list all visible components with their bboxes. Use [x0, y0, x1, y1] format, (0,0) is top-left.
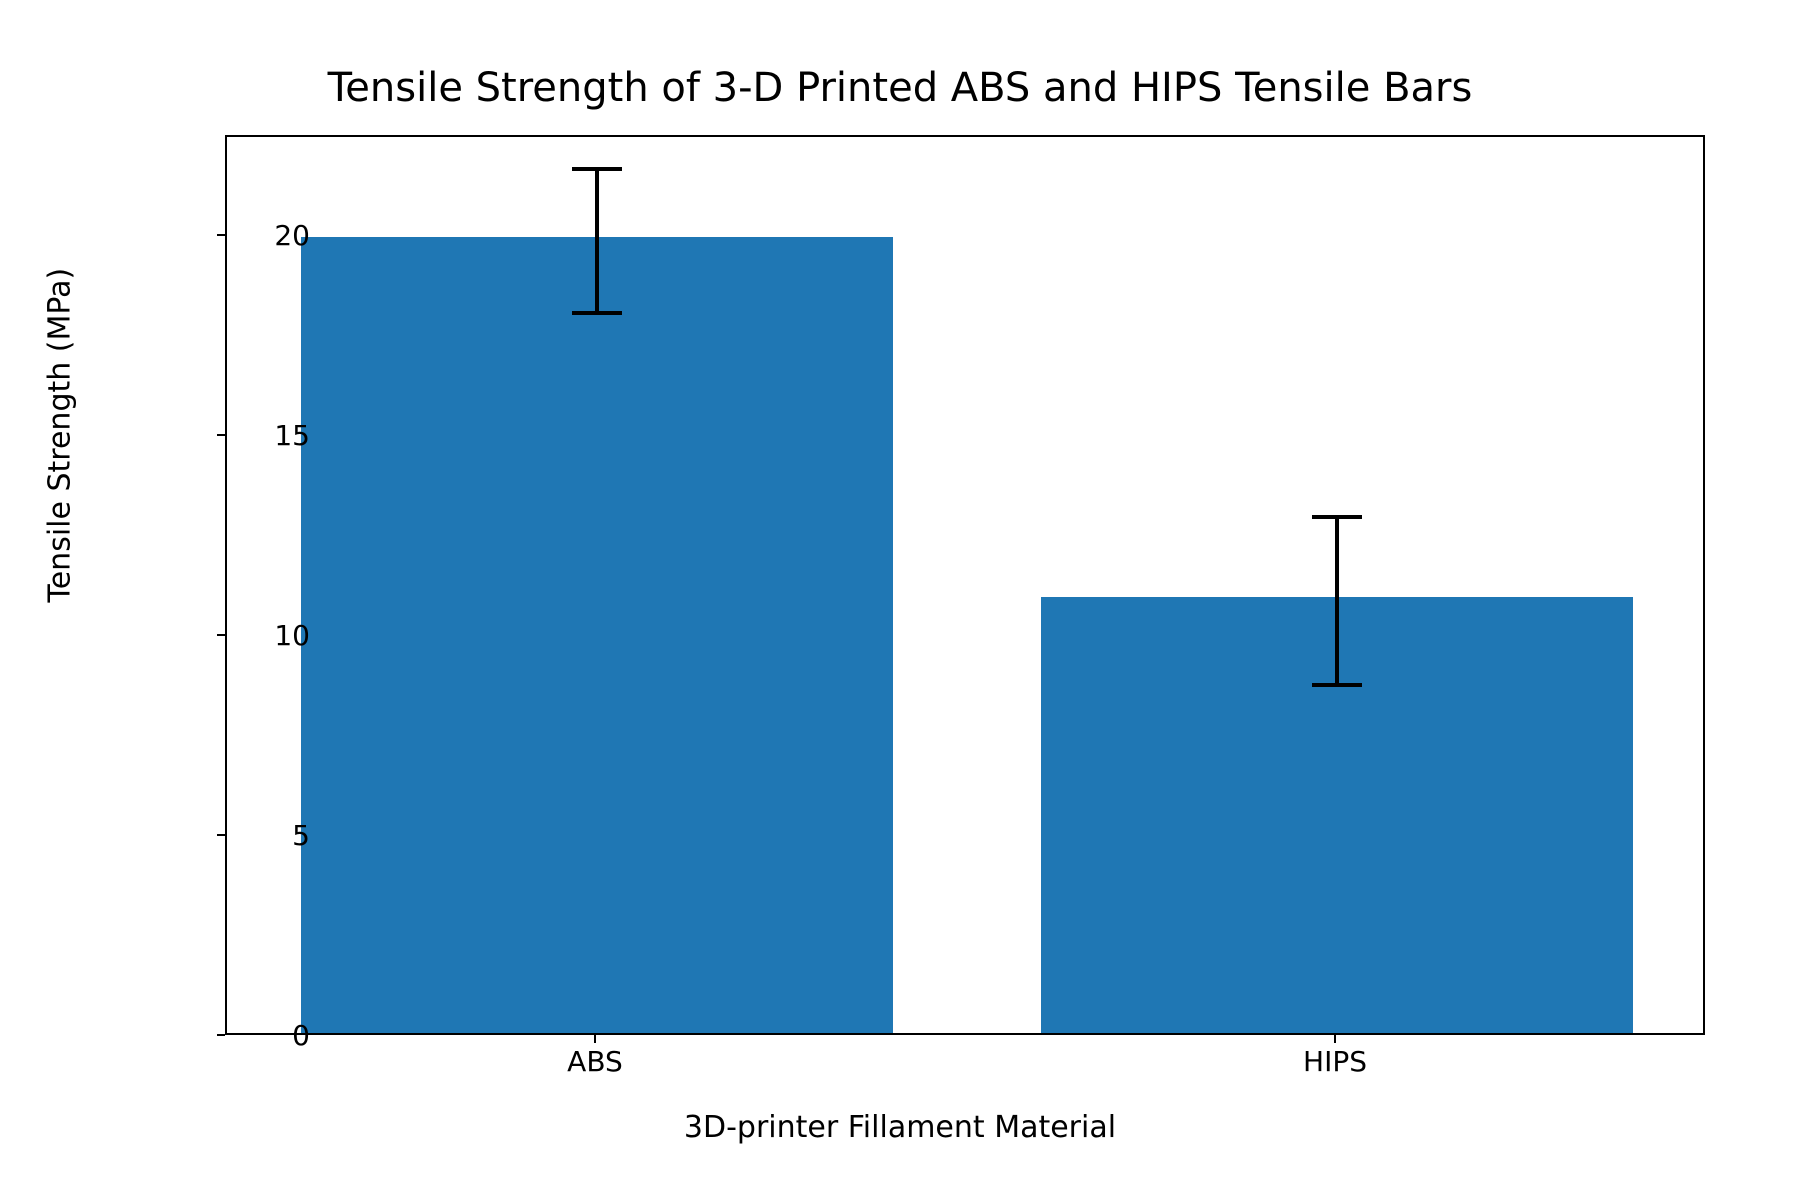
error-bar-cap: [572, 311, 622, 315]
error-bar-cap: [1312, 515, 1362, 519]
bar: [301, 237, 893, 1033]
x-tick-label: ABS: [567, 1045, 623, 1078]
error-bar: [595, 169, 599, 313]
error-bar-cap: [1312, 683, 1362, 687]
y-tick-mark: [217, 434, 225, 436]
y-tick-mark: [217, 1034, 225, 1036]
plot-area: [225, 135, 1705, 1035]
y-tick-mark: [217, 634, 225, 636]
chart-title: Tensile Strength of 3-D Printed ABS and …: [0, 65, 1800, 111]
y-tick-label: 10: [230, 619, 310, 652]
x-tick-mark: [594, 1035, 596, 1043]
y-tick-label: 5: [230, 819, 310, 852]
x-tick-label: HIPS: [1303, 1045, 1367, 1078]
y-axis-label: Tensile Strength (MPa): [43, 268, 78, 603]
x-axis-label: 3D-printer Fillament Material: [0, 1110, 1800, 1145]
y-tick-label: 20: [230, 219, 310, 252]
error-bar-cap: [572, 167, 622, 171]
y-tick-label: 15: [230, 419, 310, 452]
y-tick-mark: [217, 234, 225, 236]
x-tick-mark: [1334, 1035, 1336, 1043]
y-tick-label: 0: [230, 1019, 310, 1052]
y-tick-mark: [217, 834, 225, 836]
error-bar: [1335, 517, 1339, 685]
